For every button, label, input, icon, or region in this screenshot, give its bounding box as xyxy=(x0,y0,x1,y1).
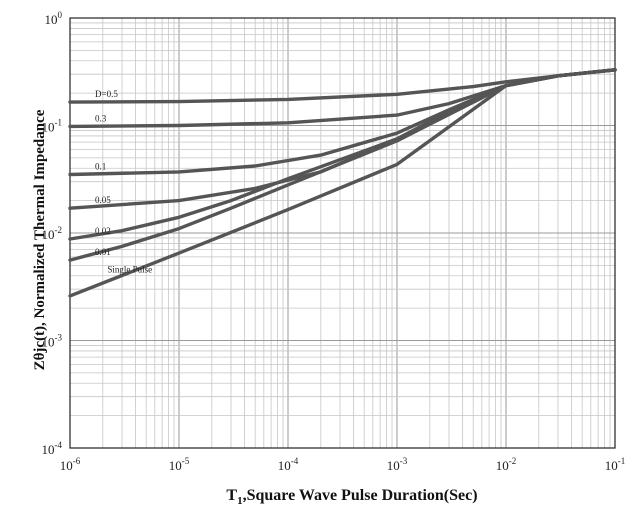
curve-label: 0.1 xyxy=(95,162,106,172)
x-tick-label: 10-3 xyxy=(387,456,408,473)
y-tick-label: 100 xyxy=(45,10,63,27)
x-tick-label: 10-5 xyxy=(169,456,190,473)
y-axis-label: Zθjc(t), Normalized Thermal Impedance xyxy=(32,109,48,370)
plot-frame xyxy=(69,17,616,449)
x-tick-label: 10-2 xyxy=(496,456,517,473)
grid xyxy=(69,18,615,449)
x-tick-labels: 10-6 10-5 10-4 10-3 10-2 10-1 xyxy=(60,456,626,473)
curve-label: 0.3 xyxy=(95,113,107,123)
curve-label: 0.05 xyxy=(95,195,111,205)
curve-label: Single Pulse xyxy=(107,264,152,274)
curves xyxy=(68,68,617,298)
curve-label: 0.01 xyxy=(95,247,111,257)
curve-labels: D=0.5 0.3 0.1 0.05 0.02 0.01 Single Pulse xyxy=(95,89,152,274)
y-tick-label: 10-4 xyxy=(42,440,63,457)
curve-label: 0.02 xyxy=(95,226,111,236)
x-tick-label: 10-6 xyxy=(60,456,81,473)
y-tick-label: 10-1 xyxy=(42,118,63,135)
y-tick-label: 10-2 xyxy=(42,225,63,242)
x-axis-label-subscript: 1 xyxy=(237,495,243,507)
y-tick-labels: 100 10-1 10-2 10-3 10-4 xyxy=(42,10,63,457)
x-axis-label: T1,Square Wave Pulse Duration(Sec) xyxy=(226,487,477,507)
x-tick-label: 10-4 xyxy=(278,456,299,473)
curve-single-pulse xyxy=(68,68,617,298)
x-tick-label: 10-1 xyxy=(605,456,626,473)
curve-label: D=0.5 xyxy=(95,89,118,99)
x-axis-label-rest: ,Square Wave Pulse Duration(Sec) xyxy=(243,487,478,504)
x-axis-label-main: T xyxy=(226,487,237,504)
y-tick-label: 10-3 xyxy=(42,333,63,350)
